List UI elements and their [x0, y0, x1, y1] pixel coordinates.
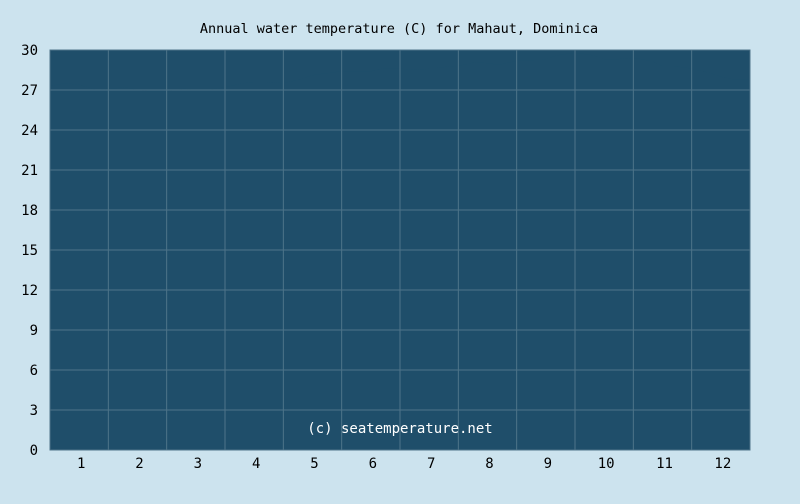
x-tick-label: 1	[77, 456, 85, 472]
y-tick-label: 21	[21, 163, 38, 179]
x-tick-label: 7	[427, 456, 435, 472]
y-tick-label: 3	[30, 403, 38, 419]
x-tick-label: 12	[714, 456, 731, 472]
y-tick-label: 12	[21, 283, 38, 299]
y-tick-label: 6	[30, 363, 38, 379]
x-tick-label: 8	[485, 456, 493, 472]
chart-title: Annual water temperature (C) for Mahaut,…	[200, 21, 598, 37]
x-tick-label: 9	[544, 456, 552, 472]
x-tick-label: 4	[252, 456, 260, 472]
plot-frame	[49, 49, 751, 451]
x-tick-label: 11	[656, 456, 673, 472]
x-axis-ticks: 1 2 3 4 5 6 7 8 9 10 11 12	[77, 456, 731, 472]
watermark: (c) seatemperature.net	[307, 421, 492, 437]
y-tick-label: 24	[21, 123, 38, 139]
y-tick-label: 27	[21, 83, 38, 99]
y-tick-label: 0	[30, 443, 38, 459]
y-axis-ticks: 0 3 6 9 12 15 18 21 24 27 30	[21, 43, 38, 459]
x-tick-label: 6	[369, 456, 377, 472]
x-tick-label: 5	[310, 456, 318, 472]
y-tick-label: 9	[30, 323, 38, 339]
y-tick-label: 18	[21, 203, 38, 219]
y-tick-label: 15	[21, 243, 38, 259]
y-tick-label: 30	[21, 43, 38, 59]
x-tick-label: 10	[598, 456, 615, 472]
x-tick-label: 3	[194, 456, 202, 472]
x-tick-label: 2	[135, 456, 143, 472]
